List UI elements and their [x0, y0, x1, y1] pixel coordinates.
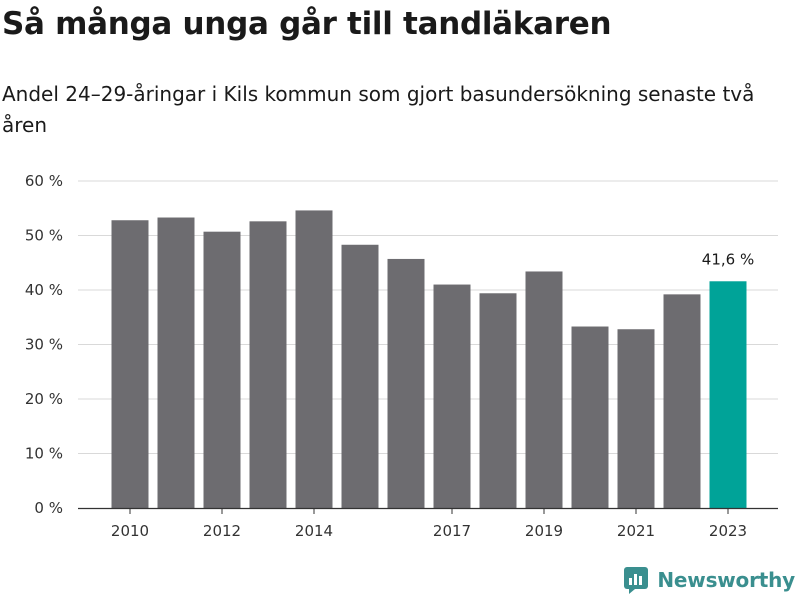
- y-tick-label: 20 %: [25, 390, 63, 408]
- bar-value-label: 41,6 %: [702, 250, 754, 268]
- bar-2023: [709, 281, 747, 508]
- chart-subtitle: Andel 24–29-åringar i Kils kommun som gj…: [2, 82, 755, 137]
- y-tick-label: 50 %: [25, 227, 63, 245]
- y-tick-label: 60 %: [25, 172, 63, 190]
- newsworthy-logo: Newsworthy: [623, 566, 795, 594]
- bar-2016: [387, 258, 425, 508]
- bar-2020: [571, 326, 609, 508]
- bar-2012: [203, 231, 241, 508]
- bar-2021: [617, 329, 655, 508]
- bar-2019: [525, 271, 563, 508]
- newsworthy-logo-text: Newsworthy: [657, 568, 795, 592]
- bar-2014: [295, 210, 333, 508]
- chart-title: Så många unga går till tandläkaren: [2, 6, 612, 42]
- bar-2017: [433, 284, 471, 508]
- x-tick-label: 2017: [433, 522, 471, 540]
- newsworthy-logo-icon: [624, 567, 649, 594]
- y-tick-label: 10 %: [25, 445, 63, 463]
- x-tick-label: 2010: [111, 522, 149, 540]
- bar-2010: [111, 220, 149, 509]
- x-tick-label: 2021: [617, 522, 655, 540]
- y-tick-label: 30 %: [25, 336, 63, 354]
- bar-2011: [157, 217, 195, 508]
- y-tick-label: 0 %: [34, 499, 63, 517]
- y-tick-label: 40 %: [25, 281, 63, 299]
- x-tick-label: 2023: [709, 522, 747, 540]
- bar-2018: [479, 293, 517, 508]
- bar-2022: [663, 294, 701, 508]
- bar-2015: [341, 244, 379, 508]
- x-tick-label: 2014: [295, 522, 333, 540]
- x-tick-label: 2012: [203, 522, 241, 540]
- x-tick-label: 2019: [525, 522, 563, 540]
- bar-2013: [249, 221, 287, 508]
